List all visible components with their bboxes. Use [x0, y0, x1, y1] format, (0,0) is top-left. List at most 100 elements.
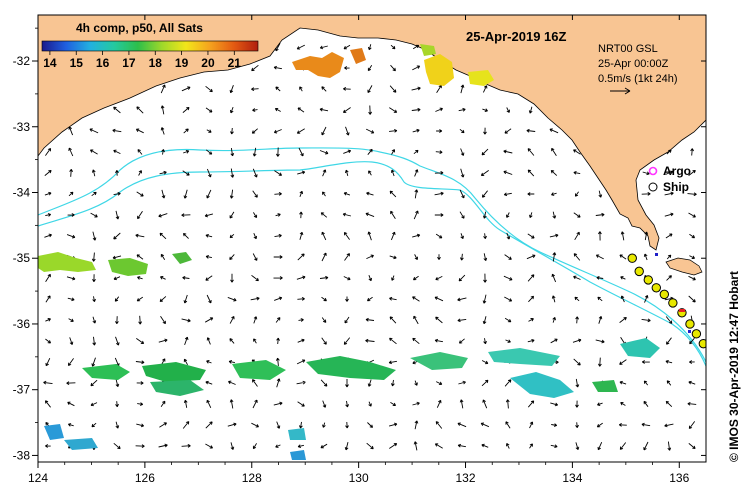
current-arrow: [595, 339, 605, 344]
current-arrow: [115, 401, 119, 408]
current-arrow: [412, 233, 421, 238]
x-tick-label: 134: [562, 471, 582, 485]
current-arrow: [412, 401, 420, 406]
sst-patch-band-green-5: [410, 352, 468, 370]
current-arrow: [458, 274, 466, 282]
current-arrow: [503, 170, 513, 175]
current-arrow: [687, 192, 697, 197]
current-arrow: [549, 128, 559, 134]
current-arrow: [434, 296, 444, 302]
current-arrow: [158, 338, 168, 343]
current-arrow: [206, 337, 211, 345]
current-arrow: [297, 444, 305, 449]
current-arrow: [527, 233, 535, 239]
current-arrow: [206, 399, 212, 408]
current-arrow: [665, 359, 673, 364]
current-arrow: [414, 380, 418, 386]
current-arrow: [68, 318, 74, 322]
colorbar: 4h comp, p50, All Sats 14 15 16 17 18 19 20 21: [41, 21, 259, 70]
current-arrow: [643, 400, 649, 407]
x-tick-label: 132: [456, 471, 476, 485]
current-arrow: [481, 443, 489, 448]
current-arrow: [321, 296, 327, 302]
ship-marker: [651, 283, 662, 293]
current-arrow: [504, 379, 512, 387]
current-arrow: [597, 442, 603, 451]
current-arrow: [690, 148, 695, 156]
current-arrow: [274, 170, 283, 176]
current-arrow: [181, 318, 191, 323]
current-arrow: [159, 232, 167, 240]
current-arrow: [551, 147, 557, 156]
current-arrow: [115, 379, 120, 388]
ship-marker: [691, 329, 702, 339]
current-arrow: [229, 254, 235, 261]
current-arrow: [666, 337, 672, 345]
current-arrow: [273, 129, 282, 134]
current-arrow: [504, 296, 513, 302]
current-arrow: [320, 212, 328, 218]
current-arrow: [412, 337, 420, 345]
sst-patch-band-teal-1: [488, 348, 560, 366]
current-arrow: [137, 211, 143, 220]
current-arrow: [434, 171, 444, 175]
current-arrow: [205, 254, 212, 259]
current-arrow: [135, 360, 145, 365]
current-arrow: [253, 338, 257, 344]
current-arrow: [160, 400, 166, 408]
current-arrow: [389, 107, 398, 113]
current-arrow: [367, 44, 372, 51]
credit-text: © IMOS 30-Apr-2019 12:47 Hobart: [727, 271, 741, 462]
sst-patch-band-green-4: [306, 356, 396, 380]
current-arrow: [506, 212, 510, 218]
current-arrow: [136, 381, 144, 385]
colorbar-tick-label: 17: [122, 56, 136, 70]
current-arrow: [66, 276, 76, 281]
current-arrow: [368, 170, 372, 176]
current-arrow: [160, 127, 165, 135]
current-arrow: [204, 213, 214, 218]
current-arrow: [205, 443, 213, 449]
current-arrow: [228, 380, 236, 385]
current-arrow: [367, 231, 372, 241]
current-arrow: [528, 318, 534, 322]
current-arrow: [276, 337, 280, 345]
current-arrow: [575, 316, 580, 324]
current-arrow: [641, 422, 651, 427]
colorbar-ramp: [41, 40, 259, 52]
isobath-2000m: [38, 161, 706, 367]
current-arrow: [596, 422, 603, 428]
current-arrow: [91, 191, 97, 197]
current-arrow: [412, 296, 420, 302]
current-arrow: [274, 296, 283, 301]
current-arrow: [344, 66, 350, 70]
current-arrow: [160, 84, 166, 94]
current-arrow: [204, 317, 214, 323]
current-arrow: [91, 357, 96, 367]
current-arrow: [92, 336, 97, 346]
current-arrow: [482, 294, 487, 304]
current-arrow: [550, 338, 558, 344]
current-arrow: [206, 129, 212, 133]
current-arrow: [321, 86, 327, 92]
ship-marker: [668, 298, 678, 308]
current-arrow: [411, 86, 421, 91]
sst-patch-southwest-blue: [44, 424, 64, 440]
current-arrow: [343, 231, 350, 240]
ship-marker: [685, 319, 695, 329]
current-arrow: [414, 189, 419, 199]
argo-float-marker-2: [688, 330, 691, 333]
current-arrow: [506, 232, 511, 240]
current-arrow: [503, 149, 513, 154]
current-arrow: [597, 357, 602, 367]
sst-patch-band-green-6: [150, 380, 204, 396]
argo-float-marker-3: [655, 253, 658, 256]
current-arrow: [229, 106, 234, 114]
colorbar-tick-label: 15: [70, 56, 84, 70]
current-arrow: [389, 443, 398, 449]
current-arrow: [526, 128, 536, 133]
current-arrow: [483, 253, 488, 262]
current-arrow: [483, 127, 487, 135]
current-arrow: [206, 360, 212, 364]
current-arrow: [641, 360, 650, 364]
